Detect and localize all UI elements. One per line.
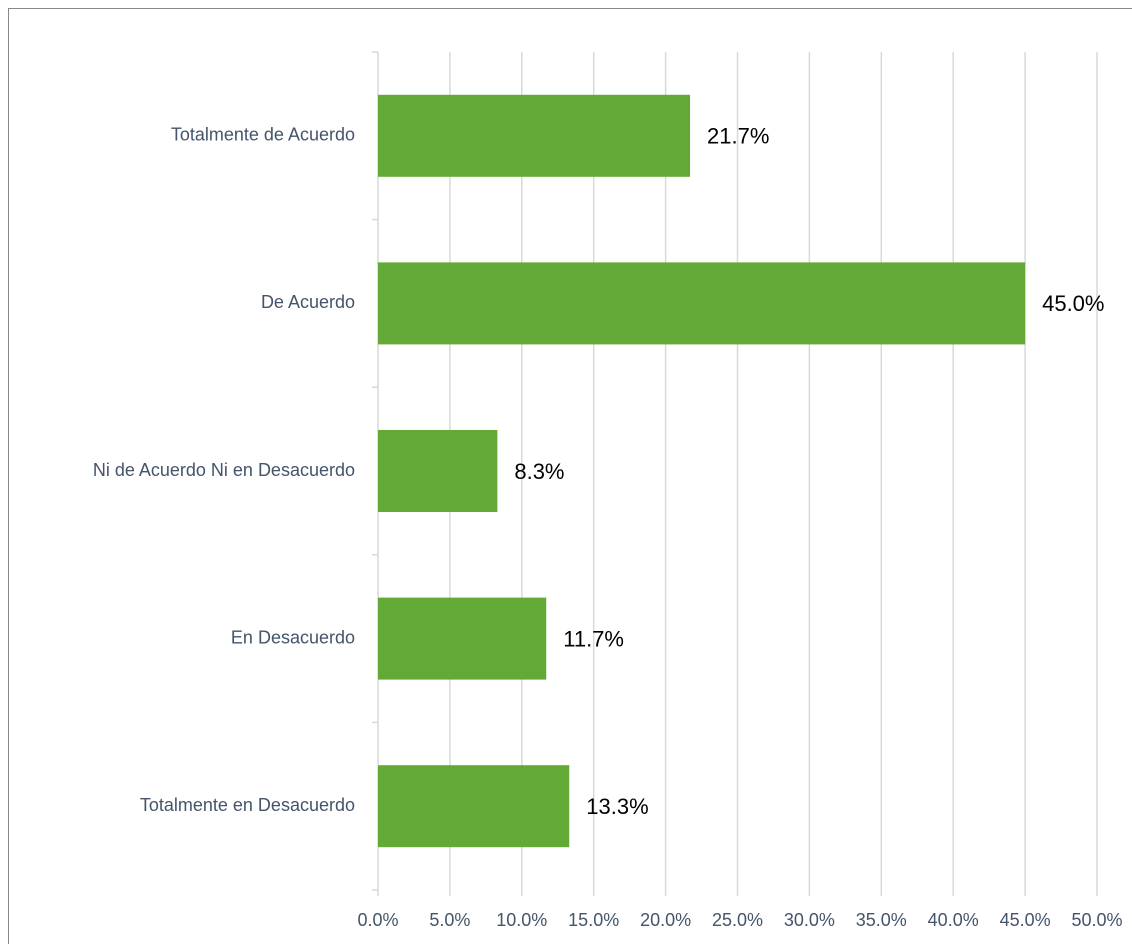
bar [378, 94, 691, 177]
data-label: 8.3% [514, 459, 564, 484]
y-tick-label: En Desacuerdo [231, 627, 355, 647]
x-tick-label: 30.0% [784, 910, 835, 930]
bar [378, 765, 570, 848]
bar [378, 430, 498, 512]
data-label: 45.0% [1042, 291, 1104, 316]
x-tick-label: 0.0% [357, 910, 398, 930]
x-tick-label: 5.0% [429, 910, 470, 930]
bar [378, 597, 547, 680]
chart-frame [8, 8, 1132, 944]
x-tick-label: 45.0% [1000, 910, 1051, 930]
x-tick-label: 35.0% [856, 910, 907, 930]
x-tick-label: 50.0% [1071, 910, 1122, 930]
y-tick-label: Totalmente en Desacuerdo [140, 795, 355, 815]
y-tick-label: De Acuerdo [261, 292, 355, 312]
y-tick-label: Ni de Acuerdo Ni en Desacuerdo [93, 460, 355, 480]
x-tick-label: 20.0% [640, 910, 691, 930]
data-label: 11.7% [563, 626, 624, 651]
y-tick-label: Totalmente de Acuerdo [171, 125, 355, 145]
x-tick-label: 40.0% [928, 910, 979, 930]
data-label: 21.7% [707, 124, 769, 149]
x-tick-label: 10.0% [496, 910, 547, 930]
data-label: 13.3% [586, 794, 648, 819]
bar [378, 262, 1026, 345]
x-tick-label: 25.0% [712, 910, 763, 930]
x-tick-label: 15.0% [568, 910, 619, 930]
